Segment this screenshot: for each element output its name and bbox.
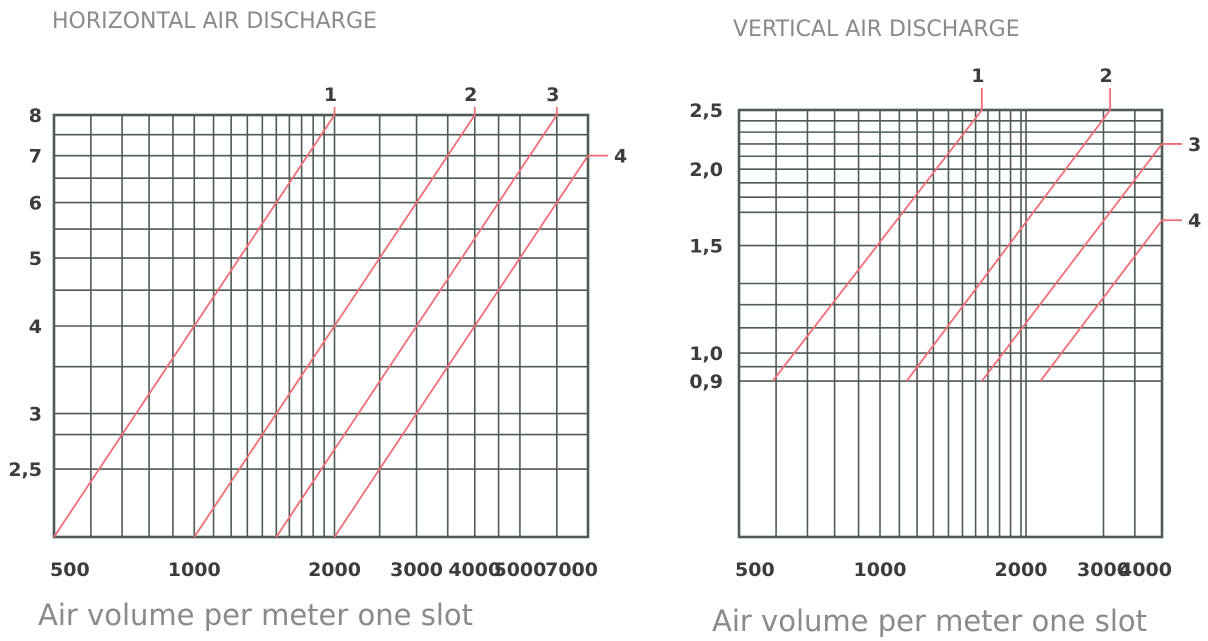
x-tick-label: 2000 xyxy=(995,559,1048,581)
x-axis-label: Air volume per meter one slot xyxy=(712,604,1147,638)
series-1: 1 xyxy=(53,84,337,538)
series-2: 2 xyxy=(193,84,477,538)
series-label: 4 xyxy=(614,146,627,168)
series-label: 2 xyxy=(464,84,477,106)
y-tick-label: 3 xyxy=(29,404,42,426)
series-line xyxy=(53,114,336,538)
x-tick-label: 500 xyxy=(50,559,90,581)
series-line xyxy=(905,109,1111,382)
series-line xyxy=(275,114,558,538)
x-tick-label: 7000 xyxy=(545,559,598,581)
chart-title: VERTICAL AIR DISCHARGE xyxy=(733,17,1020,42)
plot-frame xyxy=(52,113,590,539)
y-tick-label: 0,9 xyxy=(689,371,723,393)
x-tick-label: 500 xyxy=(735,559,775,581)
series-line xyxy=(1039,219,1163,382)
x-tick-label: 3000 xyxy=(390,559,443,581)
series-label: 3 xyxy=(1188,134,1201,156)
series-line xyxy=(771,109,983,382)
y-tick-label: 2,5 xyxy=(689,100,723,122)
x-tick-label: 3000 xyxy=(1077,559,1130,581)
series-label: 3 xyxy=(546,84,559,106)
x-axis-label: Air volume per meter one slot xyxy=(38,598,473,632)
series-4: 4 xyxy=(1039,210,1201,382)
series-line xyxy=(193,114,476,538)
y-tick-label: 1,5 xyxy=(689,236,723,258)
y-tick-label: 5 xyxy=(29,248,42,270)
y-tick-label: 7 xyxy=(29,146,42,168)
x-tick-label: 1000 xyxy=(854,559,907,581)
x-tick-label: 2000 xyxy=(308,559,361,581)
grid xyxy=(739,110,1162,537)
series-2: 2 xyxy=(905,65,1113,382)
grid xyxy=(54,115,588,537)
series-label: 1 xyxy=(971,65,984,87)
vertical-chart: VERTICAL AIR DISCHARGE 500 1000 2000 3000400… xyxy=(689,17,1201,638)
series-label: 2 xyxy=(1100,65,1113,87)
x-tick-label: 1000 xyxy=(168,559,221,581)
series-label: 4 xyxy=(1188,210,1201,232)
x-tick-label: 4000 xyxy=(448,559,501,581)
y-tick-label: 2,0 xyxy=(689,159,723,181)
chart-title: HORIZONTAL AIR DISCHARGE xyxy=(52,9,377,34)
series-line xyxy=(981,143,1163,382)
series-3: 3 xyxy=(275,84,559,538)
plot-frame xyxy=(737,108,1164,539)
series-3: 3 xyxy=(981,134,1201,382)
series-label: 1 xyxy=(324,84,337,106)
y-tick-label: 6 xyxy=(29,193,42,215)
series-4: 4 xyxy=(333,146,627,538)
series-1: 1 xyxy=(771,65,984,382)
y-tick-label: 8 xyxy=(29,105,42,127)
x-tick-label: 4000 xyxy=(1119,559,1172,581)
x-tick-label: 5000 xyxy=(493,559,546,581)
y-tick-label: 2,5 xyxy=(8,459,42,481)
series-line xyxy=(333,155,589,538)
y-tick-label: 1,0 xyxy=(689,343,723,365)
y-tick-label: 4 xyxy=(29,316,42,338)
